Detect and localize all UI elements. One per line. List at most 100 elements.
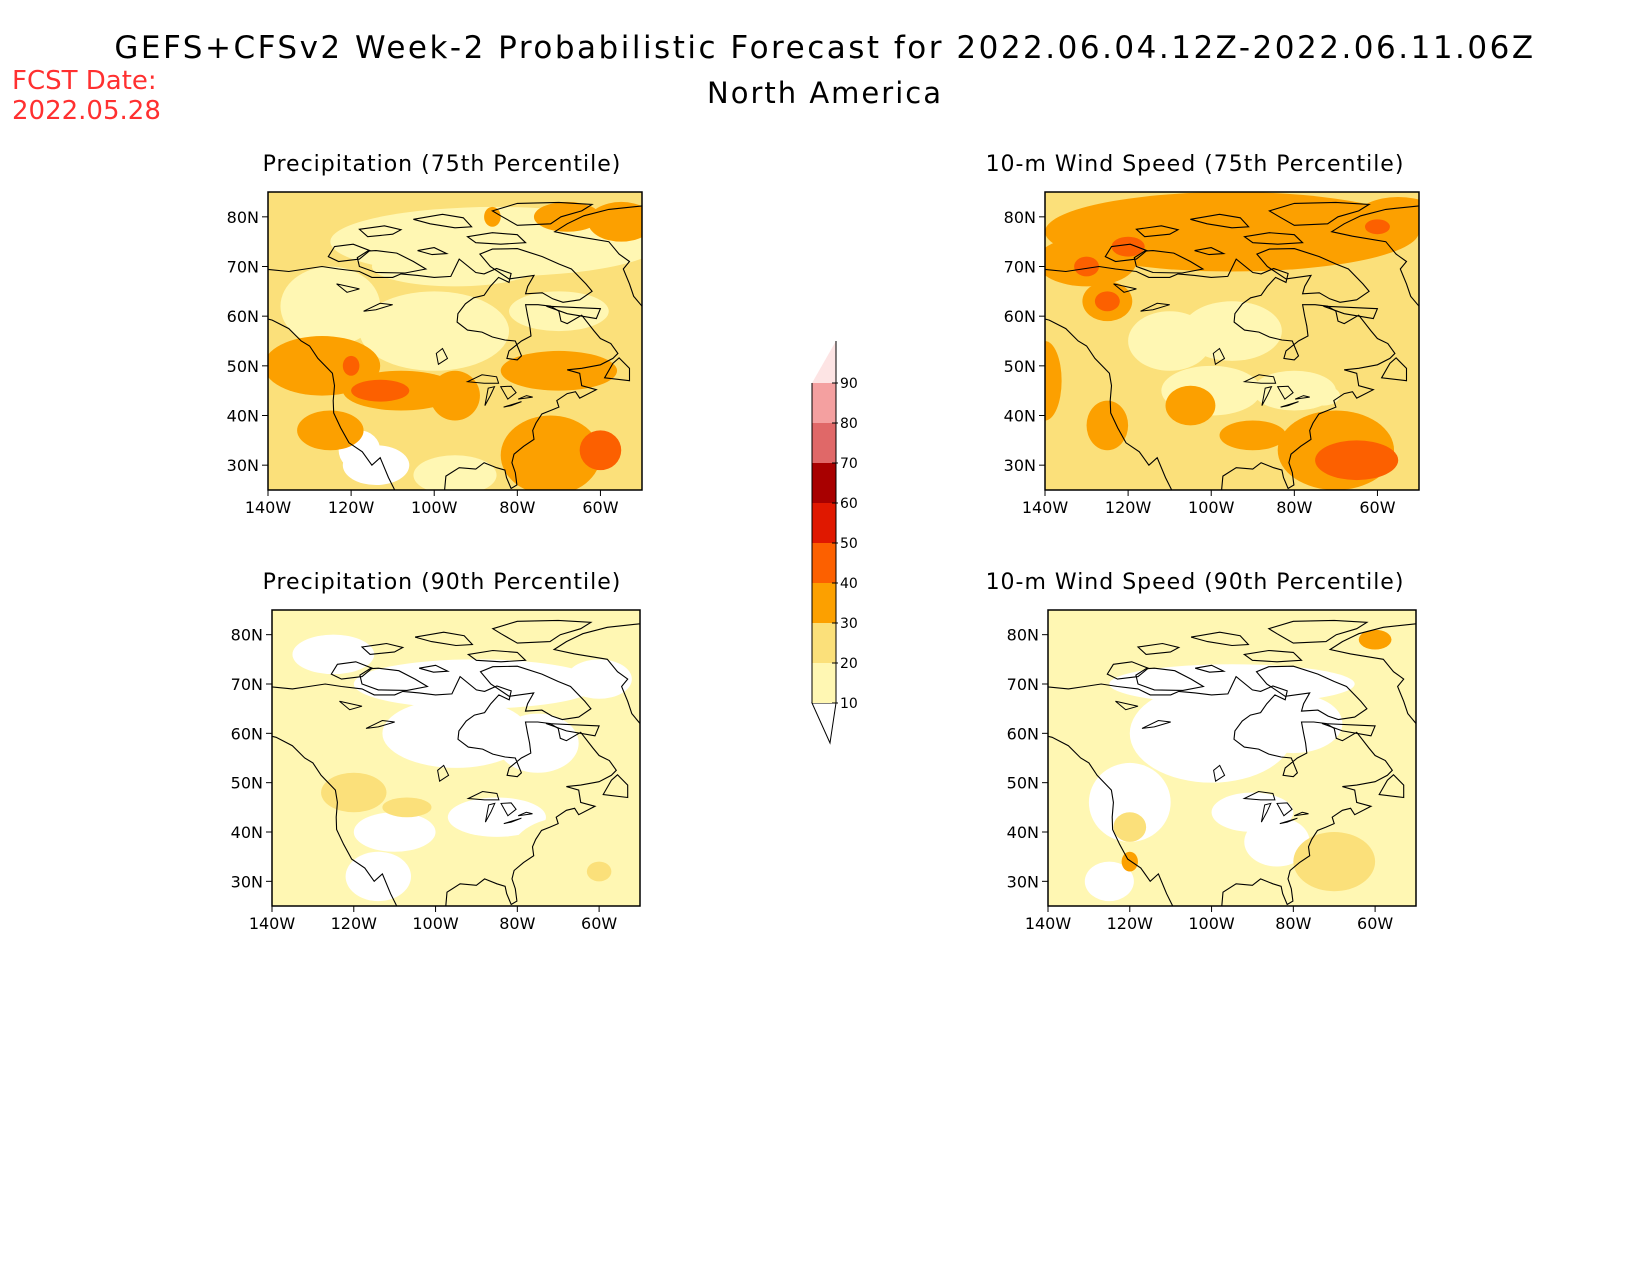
colorbar-level-label: 70 [840, 456, 858, 472]
colorbar-level-label: 40 [840, 576, 858, 592]
island-outline [479, 665, 592, 721]
probability-shading [586, 861, 612, 882]
lat-tick-label: 60N [1007, 724, 1039, 743]
island-outline [466, 649, 527, 663]
coastline [1045, 258, 1396, 490]
colorbar-segment [812, 543, 836, 583]
island-outline [466, 232, 527, 245]
lat-tick-label: 30N [231, 872, 263, 891]
island-outline [1330, 205, 1419, 308]
island-outline [1106, 661, 1150, 680]
lat-tick-label: 60N [231, 724, 263, 743]
colorbar-segment [812, 503, 836, 543]
island-outline [1242, 649, 1303, 663]
map-frame [271, 609, 641, 907]
colorbar-segment [812, 663, 836, 703]
island-outline [545, 722, 600, 737]
probability-shading [579, 430, 622, 471]
probability-shading [447, 797, 546, 837]
probability-shading [292, 634, 375, 675]
island-outline [358, 225, 403, 238]
island-outline [1195, 664, 1226, 673]
lake-outline [1115, 700, 1139, 711]
lake-outline [465, 374, 500, 384]
lake-outline [435, 347, 449, 366]
island-outline [1135, 667, 1205, 691]
lake-outline [1276, 385, 1294, 400]
colorbar-level-label: 80 [840, 416, 858, 432]
island-outline [1323, 305, 1379, 320]
colorbar-segment [812, 583, 836, 623]
coastline [1048, 675, 1394, 906]
region-subtitle: North America [707, 76, 943, 110]
lon-tick-label: 100W [412, 914, 459, 933]
probability-shading [1045, 341, 1062, 421]
island-outline [1328, 623, 1416, 725]
probability-shading [353, 659, 600, 709]
lake-outline [484, 802, 496, 823]
map-panel-p75: 30N 40N 50N 60N 70N 80N 140W 120W 100W 80W 60W [227, 191, 643, 517]
colorbar-level-label: 20 [840, 656, 858, 672]
lat-tick-label: 40N [227, 407, 259, 426]
coastline [272, 675, 618, 906]
colorbar-level-label: 90 [840, 376, 858, 392]
lon-tick-label: 100W [1188, 498, 1235, 517]
lat-tick-label: 30N [1004, 456, 1036, 475]
lake-outline [1279, 817, 1298, 825]
lake-outline [500, 802, 517, 817]
colorbar-upper-end [812, 341, 836, 383]
probability-shading [1086, 400, 1129, 451]
probability-shading [1121, 851, 1138, 872]
lon-tick-label: 100W [411, 498, 458, 517]
colorbar-segment [812, 623, 836, 663]
map-frame [267, 191, 643, 491]
lon-tick-label: 120W [1107, 914, 1154, 933]
probability-shading [1111, 236, 1145, 257]
colorbar-segment [812, 423, 836, 463]
panel-title-wind-90: 10-m Wind Speed (90th Percentile) [985, 570, 1405, 595]
island-outline [478, 248, 593, 303]
lon-tick-label: 80W [1276, 498, 1312, 517]
probability-shading [1165, 385, 1216, 426]
lon-tick-label: 80W [1275, 914, 1311, 933]
lon-tick-label: 60W [581, 914, 617, 933]
lat-tick-label: 50N [227, 357, 259, 376]
probability-shading [1219, 420, 1287, 451]
forecast-date-block: FCST Date: 2022.05.28 [12, 66, 161, 126]
lon-tick-label: 60W [1359, 498, 1395, 517]
lake-outline [1212, 347, 1226, 366]
probability-shading [272, 728, 330, 867]
colorbar-lower-end [811, 702, 837, 745]
island-outline [356, 250, 428, 274]
island-outline [1378, 774, 1405, 799]
figure-title: GEFS+CFSv2 Week-2 Probabilistic Forecast… [114, 30, 1536, 66]
lat-tick-label: 40N [1004, 407, 1036, 426]
probability-shading [345, 851, 412, 902]
lake-outline [363, 302, 393, 312]
lake-outline [1141, 719, 1171, 729]
lon-tick-label: 80W [499, 498, 535, 517]
lat-tick-label: 70N [231, 675, 263, 694]
island-outline [1190, 213, 1250, 229]
lat-tick-label: 30N [1007, 872, 1039, 891]
map-panel-w90: 30N 40N 50N 60N 70N 80N 140W 120W 100W 80W 60W [1007, 609, 1417, 933]
probability-shading [1306, 385, 1341, 406]
probability-shading [430, 370, 480, 421]
lon-tick-label: 60W [582, 498, 618, 517]
island-outline [552, 623, 640, 725]
map-panel-p90: 30N 40N 50N 60N 70N 80N 140W 120W 100W 80W 60W [231, 609, 641, 933]
island-outline [1104, 243, 1148, 263]
island-outline [1136, 642, 1181, 655]
lake-outline [1113, 283, 1137, 293]
lat-tick-label: 70N [1007, 675, 1039, 694]
island-outline [330, 661, 374, 680]
panel-title-precip-90: Precipitation (90th Percentile) [262, 570, 622, 595]
lat-tick-label: 50N [231, 774, 263, 793]
island-outline [419, 664, 450, 673]
probability-shading [1074, 256, 1100, 277]
lat-tick-label: 60N [1004, 307, 1036, 326]
probability-shading [280, 266, 381, 346]
island-outline [1255, 248, 1370, 303]
island-outline [491, 619, 593, 644]
